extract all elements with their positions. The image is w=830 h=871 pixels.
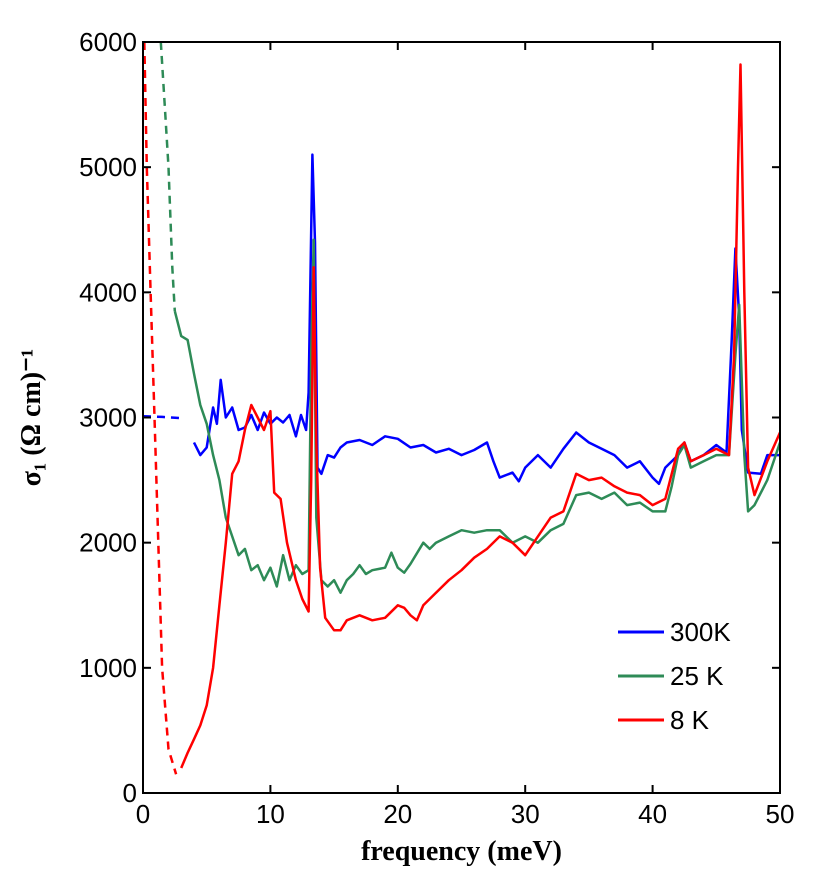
x-tick-label: 40 <box>638 799 667 829</box>
axis-ticks: 0 10 20 30 40 50 0 1000 2000 3000 4000 5000 6000 <box>79 27 794 829</box>
y-tick-label: 2000 <box>79 528 137 558</box>
plot-frame <box>142 41 781 794</box>
y-axis-label: σ₁ (Ω cm)⁻¹ <box>16 349 47 487</box>
y-tick-label: 3000 <box>79 403 137 433</box>
y-tick-label: 6000 <box>79 27 137 57</box>
series-300k-extrapolation <box>143 414 182 420</box>
series-8k-line <box>180 63 780 769</box>
series-25k-line <box>173 238 780 594</box>
legend: 300K 25 K 8 K <box>618 617 731 735</box>
y-tick-label: 1000 <box>79 653 137 683</box>
series-8k-extrapolation <box>143 42 178 775</box>
legend-label: 25 K <box>670 661 724 691</box>
plot-series <box>143 42 780 775</box>
x-tick-label: 20 <box>383 799 412 829</box>
y-tick-label: 0 <box>123 778 137 808</box>
x-tick-label: 50 <box>766 799 795 829</box>
x-tick-label: 0 <box>136 799 150 829</box>
legend-label: 300K <box>670 617 731 647</box>
y-tick-label: 5000 <box>79 152 137 182</box>
series-300k-line <box>192 153 780 486</box>
x-axis-label: frequency (meV) <box>361 836 562 867</box>
legend-label: 8 K <box>670 705 710 735</box>
x-tick-label: 30 <box>511 799 540 829</box>
y-tick-label: 4000 <box>79 277 137 307</box>
x-tick-label: 10 <box>256 799 285 829</box>
series-25k-extrapolation <box>159 42 177 312</box>
